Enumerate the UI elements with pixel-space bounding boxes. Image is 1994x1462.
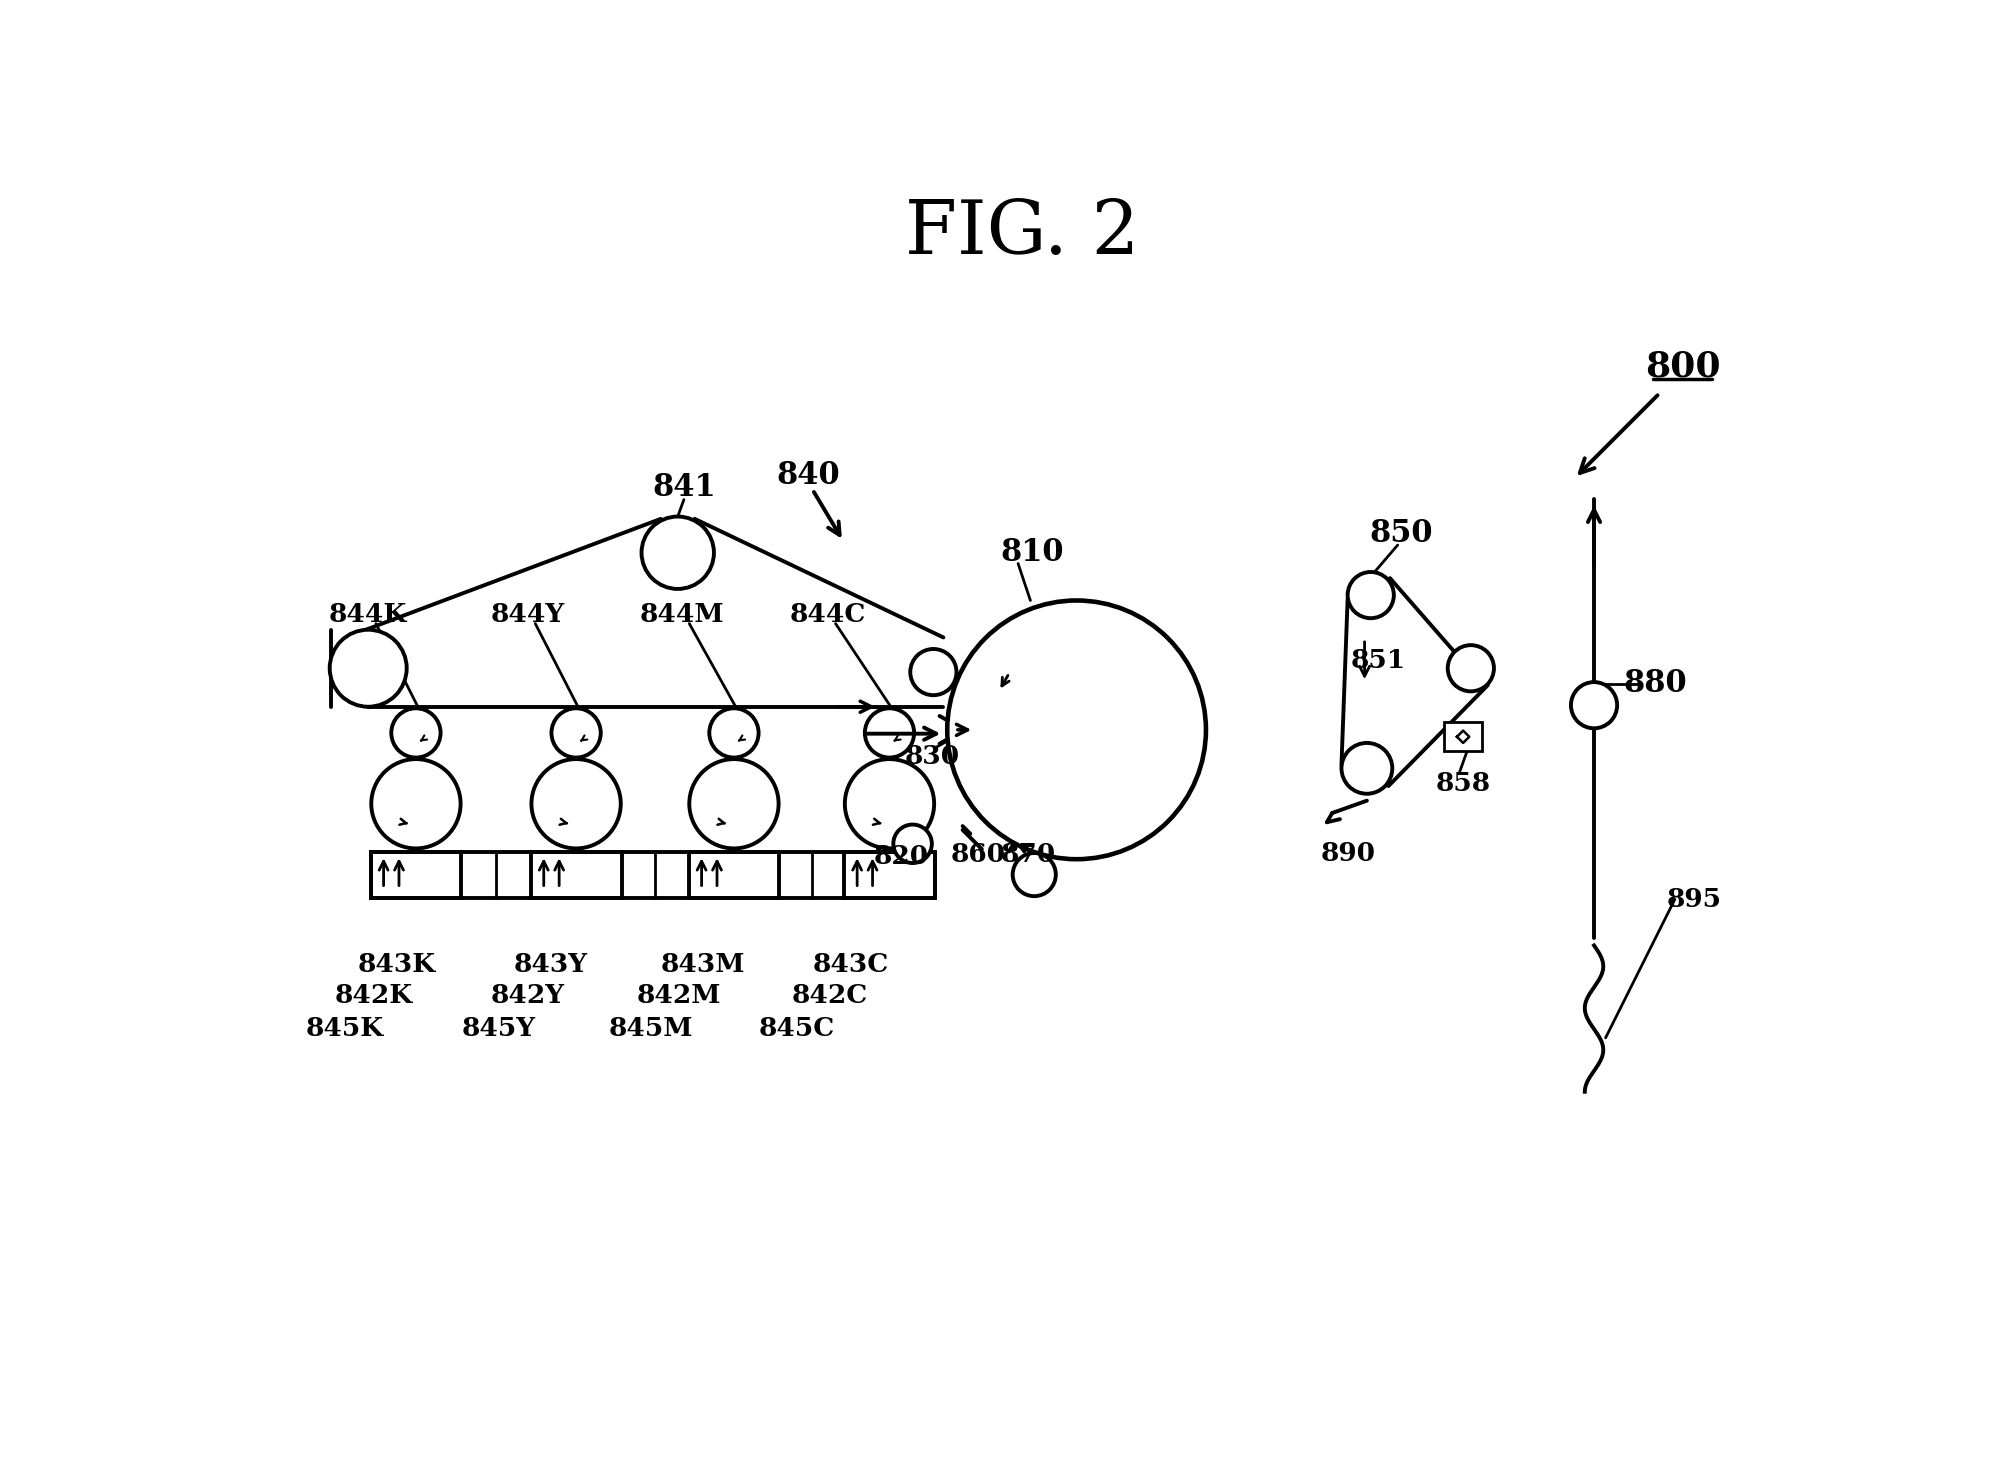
Text: 844M: 844M — [640, 602, 724, 627]
Circle shape — [911, 649, 957, 696]
Circle shape — [1342, 743, 1392, 794]
Circle shape — [893, 825, 931, 863]
Circle shape — [1448, 645, 1494, 692]
Text: 851: 851 — [1350, 648, 1406, 673]
Text: 890: 890 — [1320, 841, 1376, 866]
Text: 844Y: 844Y — [491, 602, 564, 627]
Text: 842Y: 842Y — [491, 982, 564, 1007]
Circle shape — [642, 516, 714, 589]
Text: 895: 895 — [1667, 887, 1721, 912]
Bar — [688, 851, 780, 898]
Text: 843C: 843C — [814, 952, 889, 977]
Text: 880: 880 — [1623, 668, 1687, 699]
Text: 841: 841 — [652, 472, 716, 503]
Text: 844C: 844C — [790, 602, 865, 627]
Text: 840: 840 — [778, 461, 839, 491]
Circle shape — [552, 708, 600, 757]
Text: 843M: 843M — [660, 952, 744, 977]
Text: 843K: 843K — [357, 952, 437, 977]
Circle shape — [710, 708, 758, 757]
Circle shape — [947, 601, 1206, 860]
Bar — [371, 851, 461, 898]
Circle shape — [371, 759, 461, 848]
Text: 870: 870 — [1001, 842, 1055, 867]
Text: FIG. 2: FIG. 2 — [905, 197, 1139, 269]
Text: 810: 810 — [1001, 537, 1063, 569]
Text: 850: 850 — [1370, 518, 1434, 550]
Bar — [843, 851, 935, 898]
Circle shape — [1013, 852, 1055, 896]
Text: 842K: 842K — [335, 982, 413, 1007]
Bar — [1444, 722, 1482, 751]
Text: 844K: 844K — [329, 602, 407, 627]
Circle shape — [690, 759, 778, 848]
Circle shape — [1571, 683, 1617, 728]
Text: 860: 860 — [951, 842, 1005, 867]
Text: 843Y: 843Y — [514, 952, 588, 977]
Circle shape — [865, 708, 913, 757]
Text: 842C: 842C — [792, 982, 867, 1007]
Text: 858: 858 — [1436, 772, 1492, 797]
Circle shape — [391, 708, 441, 757]
Text: 845K: 845K — [305, 1016, 385, 1041]
Circle shape — [1348, 572, 1394, 618]
Text: 845Y: 845Y — [463, 1016, 536, 1041]
Circle shape — [532, 759, 620, 848]
Text: 820: 820 — [873, 845, 929, 870]
Bar — [530, 851, 622, 898]
Circle shape — [845, 759, 933, 848]
Circle shape — [329, 630, 407, 706]
Text: 842M: 842M — [636, 982, 722, 1007]
Text: 800: 800 — [1645, 349, 1721, 383]
Text: 845C: 845C — [760, 1016, 835, 1041]
Text: 830: 830 — [903, 744, 959, 769]
Text: 845M: 845M — [608, 1016, 694, 1041]
